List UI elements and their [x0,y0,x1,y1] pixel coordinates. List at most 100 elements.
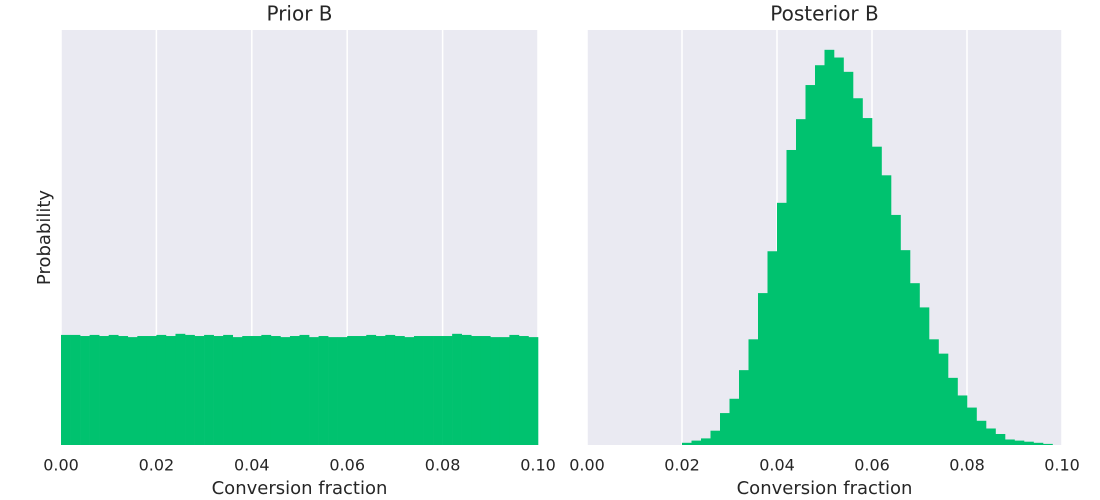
histogram-bar [366,334,377,445]
histogram-bar [356,336,367,445]
histogram-bar [862,118,873,445]
x-tick-label: 0.10 [520,456,556,475]
histogram-bar [80,336,90,445]
histogram-bar [452,333,462,445]
x-tick-label: 0.02 [139,456,175,475]
histogram-bar [242,336,253,445]
histogram-bar [1014,440,1025,445]
histogram-bar [815,65,825,445]
histogram-bar [691,440,702,445]
histogram-bar [223,334,234,445]
histogram-bar [938,353,949,445]
histogram-bar [127,337,138,445]
histogram-bar [929,339,939,445]
histogram-bar [843,71,854,446]
histogram-bar [156,334,167,445]
histogram-bar [280,337,291,445]
x-tick-label: 0.00 [43,456,79,475]
histogram-bar [853,98,863,446]
histogram-bar [910,283,920,445]
histogram-bar [385,334,396,445]
histogram-bar [1024,441,1034,445]
histogram-bar [1033,442,1044,445]
histogram-bar [758,293,768,445]
histogram-bar [394,336,405,445]
histogram-bar [251,336,262,445]
histogram-bar [309,337,319,445]
histogram-bar [509,334,520,445]
histogram-bar [194,336,205,445]
histogram-bar [729,398,740,445]
histogram-bar [270,336,281,445]
y-axis-label: Probability [34,190,55,285]
histogram-bar [834,57,844,445]
histogram-bar [89,334,100,445]
x-tick-label: 0.04 [234,456,270,475]
histogram-bar [948,377,958,445]
histogram-bar [499,337,510,445]
chart-title: Prior B [266,2,332,26]
histogram-bar [261,334,272,445]
histogram-bar [957,395,968,445]
histogram-bar [70,334,81,445]
histogram-bar [61,334,71,445]
histogram-bar [919,307,930,445]
histogram-bar [986,428,996,445]
histogram-bar [442,336,453,445]
histogram-bar [137,336,148,445]
panel: 0.00 0.02 0.04 0.06 0.08 0.10 Posterior B Conve… [569,2,1080,500]
histogram-bar [701,438,711,445]
chart-title: Posterior B [770,2,878,26]
panel: 0.00 0.02 0.04 0.06 0.08 0.10 Prior B Conversio… [34,2,556,500]
histogram-bar [480,336,491,445]
x-tick-label: 0.02 [664,456,700,475]
x-tick-label: 0.08 [425,456,461,475]
histogram-bar [710,430,721,445]
histogram-bar [805,85,816,445]
x-axis-label: Conversion fraction [737,478,913,499]
x-tick-label: 0.00 [569,456,605,475]
histogram-bar [165,336,176,445]
histogram-bar [777,202,787,445]
histogram-bar [299,334,310,445]
histogram-bar [976,420,987,445]
histogram-bar [824,49,835,445]
histogram-bar [900,250,911,445]
histogram-bar [490,337,501,445]
histogram-bar [413,336,424,445]
histogram-bar [881,175,892,445]
histogram-bar [461,334,472,445]
histogram-bar [146,336,157,445]
histogram-bar [175,333,186,445]
histogram-bar [204,334,214,445]
histogram-bar [213,336,224,445]
x-axis-label: Conversion fraction [212,478,388,499]
histogram-bar [872,146,882,445]
histogram-bar [108,334,119,445]
histogram-bar [433,336,443,445]
histogram-bar [423,336,434,445]
histogram-bar [1005,439,1015,445]
x-tick-label: 0.08 [949,456,985,475]
histogram-bar [185,334,195,445]
histogram-bar [796,119,806,445]
histogram-bar [967,407,977,445]
x-tick-label: 0.06 [854,456,890,475]
histogram-bar [518,336,529,445]
histogram-bar [995,433,1006,445]
histogram-bar [528,337,539,445]
histogram-bar [891,214,901,445]
histogram-bar [375,336,386,445]
histogram-bar [289,336,300,445]
histogram-bar [1043,443,1053,445]
histogram-bar [786,149,797,445]
histogram-bar [767,251,778,445]
histogram-bar [232,337,243,445]
histogram-bar [471,336,482,445]
histogram-bar [347,336,358,445]
x-tick-label: 0.04 [759,456,795,475]
histogram-bar [118,336,129,445]
x-tick-label: 0.10 [1044,456,1080,475]
histogram-bar [99,336,109,445]
